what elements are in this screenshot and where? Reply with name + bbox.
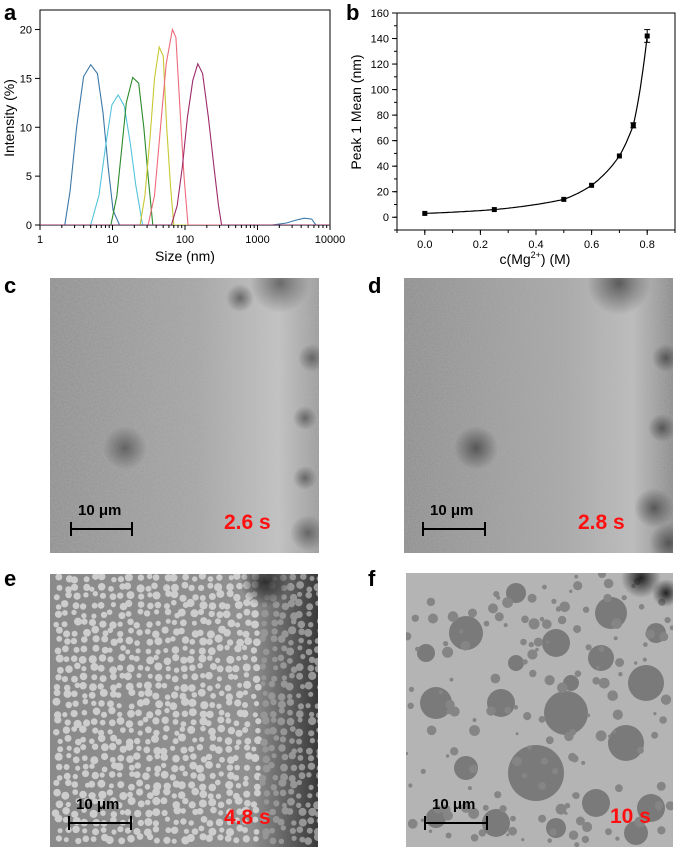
chart-b-ytick-label: 60 bbox=[377, 136, 389, 148]
chart-a-xtick-label: 10000 bbox=[315, 234, 345, 246]
panel-letter-b: b bbox=[346, 0, 360, 25]
chart-a-xtick-label: 1000 bbox=[245, 234, 269, 246]
micrograph-e-image bbox=[50, 574, 318, 847]
chart-b-xlabel: c(Mg2+) (M) bbox=[500, 250, 571, 267]
chart-b-ytick-label: 80 bbox=[377, 110, 389, 122]
chart-a-size-distribution: Intensity (%) Size (nm) 1 10 100 1000 10000 0… bbox=[1, 9, 345, 264]
chart-a-xtick-label: 10 bbox=[106, 234, 118, 246]
micrograph-d: 10 μm 2.8 s bbox=[404, 278, 673, 553]
chart-b-ytick-label: 160 bbox=[371, 8, 389, 20]
micrograph-e: 10 μm 4.8 s bbox=[50, 574, 318, 847]
panel-letter-f: f bbox=[368, 566, 376, 591]
micrograph-d-image bbox=[404, 278, 673, 553]
chart-a-ytick-label: 15 bbox=[20, 73, 32, 85]
chart-b-point bbox=[422, 210, 428, 216]
chart-a-series-4 bbox=[40, 76, 330, 225]
scale-bar-e bbox=[68, 816, 132, 830]
chart-b-ytick-label: 100 bbox=[371, 85, 389, 97]
chart-a-series-6 bbox=[40, 27, 330, 225]
chart-a-xlabel: Size (nm) bbox=[155, 248, 215, 264]
micrograph-c-image bbox=[50, 278, 319, 553]
scale-label-e: 10 μm bbox=[76, 796, 120, 813]
micrograph-f: 10 μm 10 s bbox=[406, 573, 673, 847]
chart-a-xtick-label: 100 bbox=[176, 234, 194, 246]
time-label-e: 4.8 s bbox=[224, 806, 271, 829]
time-label-f: 10 s bbox=[610, 805, 651, 828]
chart-b-ytick-label: 40 bbox=[377, 161, 389, 173]
chart-a-series-2 bbox=[40, 217, 330, 225]
scale-bar-d bbox=[422, 522, 486, 536]
chart-b-point bbox=[616, 153, 622, 159]
chart-b-xtick-label: 0.2 bbox=[473, 239, 488, 251]
chart-b-fit-line bbox=[424, 35, 648, 214]
chart-b-xtick-label: 0.6 bbox=[584, 239, 599, 251]
chart-b-point bbox=[589, 182, 595, 188]
chart-a-series-1 bbox=[40, 63, 330, 225]
chart-a-ylabel: Intensity (%) bbox=[1, 79, 17, 157]
panel-letter-a: a bbox=[4, 0, 17, 25]
chart-b-ytick-label: 140 bbox=[371, 34, 389, 46]
chart-b-ytick-label: 20 bbox=[377, 187, 389, 199]
chart-a-series-7 bbox=[40, 62, 330, 225]
chart-a-ytick-label: 20 bbox=[20, 25, 32, 37]
micrograph-f-image bbox=[406, 573, 673, 847]
chart-b-frame bbox=[396, 12, 676, 231]
scale-label-f: 10 μm bbox=[432, 796, 476, 813]
chart-a-xtick-label: 1 bbox=[37, 234, 43, 246]
panel-letter-e: e bbox=[4, 566, 17, 591]
time-label-c: 2.6 s bbox=[224, 511, 271, 534]
scale-bar-c bbox=[70, 522, 133, 536]
panel-letter-c: c bbox=[4, 273, 17, 298]
chart-b-ylabel: Peak 1 Mean (nm) bbox=[348, 54, 364, 169]
chart-b-xtick-label: 0.8 bbox=[640, 239, 655, 251]
scale-label-d: 10 μm bbox=[430, 502, 474, 519]
chart-a-ytick-label: 0 bbox=[26, 220, 32, 232]
chart-b-point bbox=[561, 196, 567, 202]
chart-b-peak-mean: Peak 1 Mean (nm) c(Mg2+) (M) 0.0 0.2 0.4 0.… bbox=[348, 8, 676, 267]
chart-b-point bbox=[491, 207, 497, 213]
chart-a-series-5 bbox=[40, 45, 330, 225]
chart-b-xtick-label: 0.0 bbox=[417, 239, 432, 251]
chart-a-ytick-label: 5 bbox=[26, 171, 32, 183]
chart-b-point bbox=[630, 122, 636, 128]
micrograph-c: 10 μm 2.6 s bbox=[50, 278, 319, 553]
chart-b-ytick-label: 120 bbox=[371, 59, 389, 71]
chart-b-point bbox=[644, 33, 650, 39]
chart-a-ytick-label: 10 bbox=[20, 122, 32, 134]
panel-letter-d: d bbox=[368, 273, 382, 298]
chart-b-ytick-label: 0 bbox=[383, 212, 389, 224]
chart-b-xtick-label: 0.4 bbox=[528, 239, 543, 251]
scale-bar-f bbox=[424, 816, 488, 830]
scale-label-c: 10 μm bbox=[78, 502, 122, 519]
chart-a-series-3 bbox=[40, 93, 330, 225]
time-label-d: 2.8 s bbox=[578, 511, 625, 534]
